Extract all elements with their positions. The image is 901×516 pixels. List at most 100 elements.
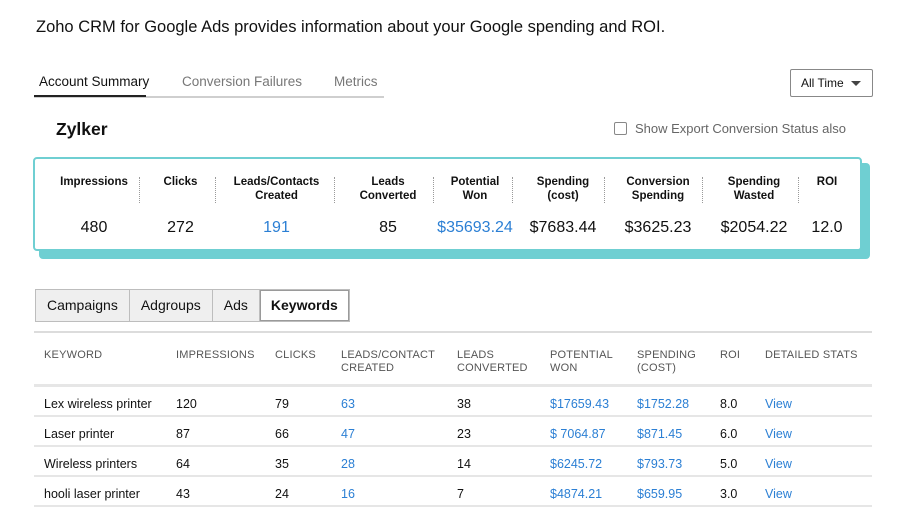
cell-clicks: 35: [275, 457, 289, 471]
account-name: Zylker: [56, 119, 108, 139]
cell-potential-won-link[interactable]: $ 7064.87: [550, 427, 606, 441]
metric-divider: [215, 177, 216, 203]
subtab-keywords[interactable]: Keywords: [259, 290, 349, 321]
metric-divider: [433, 177, 434, 203]
metric-divider: [702, 177, 703, 203]
cell-leads-created-link[interactable]: 16: [341, 487, 355, 501]
summary-card: Impressions 480 Clicks 272 Leads/Contact…: [33, 157, 862, 251]
cell-roi: 8.0: [720, 397, 738, 411]
metric-value: $2054.22: [720, 219, 788, 236]
cell-leads-converted: 23: [457, 427, 471, 441]
cell-keyword: Laser printer: [44, 427, 115, 441]
cell-leads-converted: 7: [457, 487, 464, 501]
cell-roi: 5.0: [720, 457, 738, 471]
table-row: Laser printer 87 66 47 23 $ 7064.87 $871…: [34, 417, 872, 447]
column-header-leads-contact-created: LEADS/CONTACT CREATED: [341, 349, 435, 374]
cell-impressions: 120: [176, 397, 197, 411]
metric-divider: [334, 177, 335, 203]
metric-label: Impressions: [60, 176, 128, 188]
column-header-impressions: IMPRESSIONS: [176, 349, 255, 361]
metric-potential-won: Potential Won $35693.24: [437, 159, 513, 253]
report-level-tabs: Campaigns Adgroups Ads Keywords: [35, 289, 350, 322]
metric-leads-converted: Leads Converted 85: [343, 159, 434, 253]
metric-roi: ROI 12.0: [803, 159, 851, 253]
export-status-checkbox[interactable]: Show Export Conversion Status also: [614, 121, 846, 136]
main-tabs: Account Summary Conversion Failures Metr…: [34, 70, 384, 98]
table-header-rule: [34, 384, 872, 387]
metric-label: ROI: [816, 176, 838, 188]
metric-value: $7683.44: [529, 219, 597, 236]
metric-value: $3625.23: [624, 219, 692, 236]
cell-spending-link[interactable]: $793.73: [637, 457, 683, 471]
cell-potential-won-link[interactable]: $17659.43: [550, 397, 610, 411]
subtab-ads[interactable]: Ads: [213, 290, 260, 321]
view-link[interactable]: View: [765, 397, 792, 411]
metric-label: Spending Wasted: [727, 176, 781, 202]
metric-value-link[interactable]: 191: [263, 219, 290, 236]
column-header-potential-won: POTENTIAL WON: [550, 349, 613, 374]
cell-leads-converted: 38: [457, 397, 471, 411]
cell-leads-created-link[interactable]: 47: [341, 427, 355, 441]
subtab-adgroups[interactable]: Adgroups: [130, 290, 213, 321]
table-row: Wireless printers 64 35 28 14 $6245.72 $…: [34, 447, 872, 477]
column-header-leads-converted: LEADS CONVERTED: [457, 349, 528, 374]
cell-impressions: 87: [176, 427, 190, 441]
cell-keyword: Lex wireless printer: [44, 397, 152, 411]
checkbox-icon: [614, 122, 627, 135]
period-select[interactable]: All Time: [790, 69, 873, 97]
table-row: Lex wireless printer 120 79 63 38 $17659…: [34, 387, 872, 417]
cell-spending-link[interactable]: $871.45: [637, 427, 683, 441]
cell-impressions: 43: [176, 487, 190, 501]
view-link[interactable]: View: [765, 487, 792, 501]
metric-divider: [798, 177, 799, 203]
metric-value: 12.0: [811, 219, 843, 236]
column-header-clicks: CLICKS: [275, 349, 316, 361]
view-link[interactable]: View: [765, 457, 792, 471]
metric-divider: [139, 177, 140, 203]
column-header-detailed-stats: DETAILED STATS: [765, 349, 858, 361]
subtab-campaigns[interactable]: Campaigns: [36, 290, 130, 321]
cell-leads-created-link[interactable]: 28: [341, 457, 355, 471]
cell-clicks: 66: [275, 427, 289, 441]
active-tab-indicator: [34, 95, 146, 97]
chevron-down-icon: [851, 81, 861, 86]
metric-spending-wasted: Spending Wasted $2054.22: [710, 159, 799, 253]
cell-keyword: Wireless printers: [44, 457, 138, 471]
tab-metrics[interactable]: Metrics: [334, 74, 378, 89]
metric-spending-cost: Spending (cost) $7683.44: [522, 159, 605, 253]
metric-label: Potential Won: [450, 176, 500, 202]
cell-leads-converted: 14: [457, 457, 471, 471]
tab-account-summary[interactable]: Account Summary: [39, 74, 150, 89]
cell-potential-won-link[interactable]: $6245.72: [550, 457, 603, 471]
column-header-roi: ROI: [720, 349, 741, 361]
metric-label: Leads/Contacts Created: [233, 176, 320, 202]
metric-value: 480: [80, 219, 108, 236]
metric-impressions: Impressions 480: [49, 159, 140, 253]
cell-potential-won-link[interactable]: $4874.21: [550, 487, 603, 501]
cell-clicks: 24: [275, 487, 289, 501]
metric-value: 272: [167, 219, 194, 236]
metric-value-link[interactable]: $35693.24: [437, 219, 513, 236]
column-header-spending-cost: SPENDING (COST): [637, 349, 697, 374]
tab-conversion-failures[interactable]: Conversion Failures: [182, 74, 303, 89]
period-select-value: All Time: [801, 76, 844, 90]
page-description: Zoho CRM for Google Ads provides informa…: [36, 18, 666, 36]
metric-divider: [604, 177, 605, 203]
cell-keyword: hooli laser printer: [44, 487, 140, 501]
metric-clicks: Clicks 272: [146, 159, 216, 253]
metric-label: Spending (cost): [536, 176, 590, 202]
metric-value: 85: [379, 219, 397, 236]
column-header-keyword: KEYWORD: [44, 349, 103, 361]
export-checkbox-label: Show Export Conversion Status also: [635, 121, 846, 136]
metric-leads-contacts-created: Leads/Contacts Created 191: [219, 159, 335, 253]
cell-spending-link[interactable]: $659.95: [637, 487, 683, 501]
cell-leads-created-link[interactable]: 63: [341, 397, 355, 411]
cell-roi: 3.0: [720, 487, 738, 501]
cell-spending-link[interactable]: $1752.28: [637, 397, 690, 411]
metric-label: Clicks: [163, 176, 198, 188]
cell-impressions: 64: [176, 457, 190, 471]
metric-label: Conversion Spending: [626, 176, 690, 202]
view-link[interactable]: View: [765, 427, 792, 441]
metric-conversion-spending: Conversion Spending $3625.23: [614, 159, 703, 253]
table-row: hooli laser printer 43 24 16 7 $4874.21 …: [34, 477, 872, 507]
